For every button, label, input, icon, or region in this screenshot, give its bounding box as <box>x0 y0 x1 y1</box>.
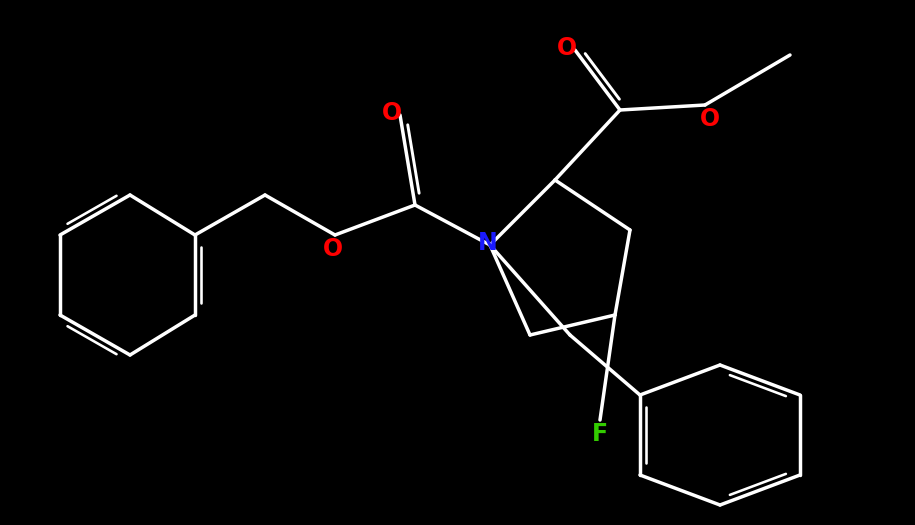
Text: N: N <box>479 231 498 255</box>
Text: O: O <box>323 237 343 261</box>
Text: F: F <box>592 422 608 446</box>
Text: O: O <box>382 101 402 125</box>
Text: O: O <box>700 107 720 131</box>
Text: O: O <box>557 36 577 60</box>
